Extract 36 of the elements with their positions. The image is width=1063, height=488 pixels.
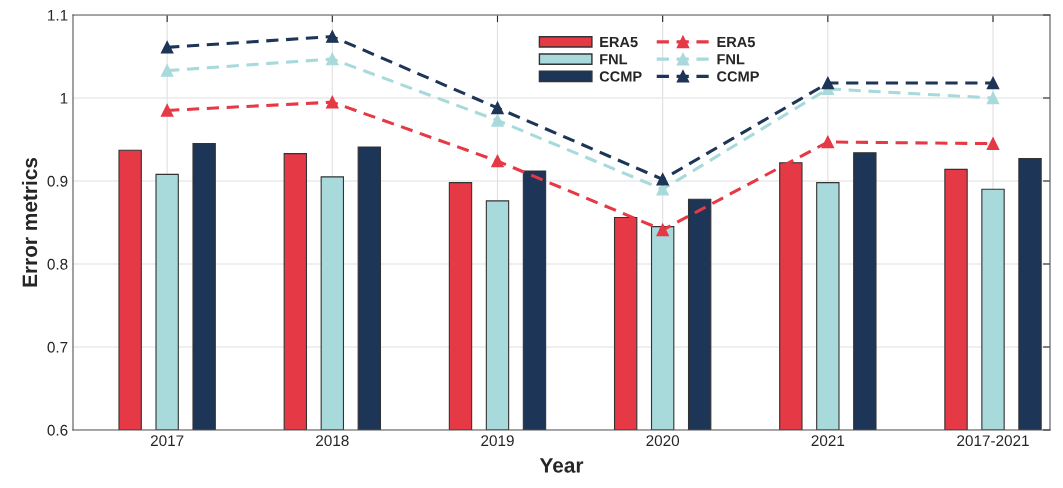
point (986, 137, 1000, 150)
x-tick-label: 2019 (481, 435, 514, 447)
point (160, 64, 174, 77)
x-axis-title: Year (539, 458, 584, 473)
y-axis-title: Error metrics (21, 157, 38, 287)
point (656, 173, 669, 186)
legend-label: CCMP (717, 71, 759, 82)
point (160, 104, 174, 117)
point (821, 135, 835, 149)
point (821, 76, 835, 90)
y-tick-label: 1.1 (48, 10, 68, 21)
point (491, 114, 504, 127)
x-tick-label: 2017 (150, 435, 184, 447)
point (160, 41, 174, 54)
x-tick-label: 2017-2021 (957, 435, 1029, 447)
point (986, 76, 1000, 90)
y-tick-label: 0.6 (47, 424, 68, 436)
x-tick-label: 2018 (316, 435, 349, 447)
point (326, 52, 339, 66)
legend-label: CCMP (599, 71, 642, 82)
point (491, 101, 504, 115)
point (491, 154, 504, 168)
legend-label: ERA5 (600, 36, 638, 48)
y-tick-label: 0.8 (47, 258, 68, 270)
legend-label: ERA5 (717, 36, 756, 48)
y-tick-label: 0.7 (47, 341, 68, 353)
legend-label: FNL (600, 54, 628, 65)
legend-label: FNL (717, 54, 745, 65)
y-tick-label: 0.9 (47, 175, 68, 187)
point (656, 223, 669, 237)
point (326, 30, 339, 43)
x-tick-label: 2020 (646, 435, 680, 447)
y-tick-label: 1 (60, 93, 68, 104)
point (326, 95, 339, 109)
point (986, 91, 1000, 105)
x-tick-label: 2021 (811, 435, 845, 447)
